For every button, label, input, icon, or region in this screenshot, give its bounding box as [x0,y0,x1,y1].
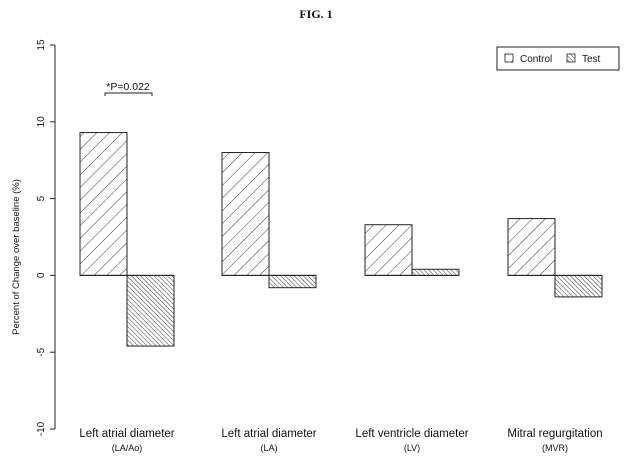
legend-swatch-control [504,53,514,63]
p-value-label: *P=0.022 [106,81,150,93]
legend-box [496,46,620,71]
bar-control-3 [364,224,413,276]
bar-control-4 [507,218,556,276]
category-sublabel: (LA) [260,443,277,453]
category-sublabel: (LA/Ao) [112,443,143,453]
y-tick-label: -5 [36,347,47,356]
category-sublabel: (MVR) [542,443,568,453]
bar-control-2 [221,152,270,276]
bars [79,132,603,347]
y-tick-label: 0 [36,272,47,278]
y-axis-label: Percent of Change over baseline (%) [11,179,22,335]
legend-label-control: Control [520,54,552,65]
y-tick-label: 15 [36,39,47,51]
legend-swatch-test [566,53,576,63]
legend-label-test: Test [582,54,601,65]
bar-test-1 [126,274,175,347]
y-tick-label: 5 [36,195,47,201]
category-label: Mitral regurgitation [507,428,602,440]
category-labels: Left atrial diameter (LA/Ao) Left atrial d… [79,428,602,453]
category-label: Left atrial diameter [221,428,316,440]
bar-control-1 [79,132,128,276]
y-axis: -10 -5 0 5 10 15 Percent of Change over baseli… [11,39,56,436]
category-label: Left atrial diameter [79,428,174,440]
legend: Control Test [496,46,620,71]
y-tick-label: 10 [36,116,47,128]
category-sublabel: (LV) [404,443,420,453]
bar-test-2 [268,274,317,289]
bar-test-3 [411,268,460,276]
significance-annotation: *P=0.022 [104,81,153,96]
figure-label: FIG. 1 [299,7,332,21]
y-tick-label: -10 [36,421,47,436]
bar-test-4 [554,274,603,298]
significance-bracket [104,92,153,96]
category-label: Left ventricle diameter [355,428,468,440]
